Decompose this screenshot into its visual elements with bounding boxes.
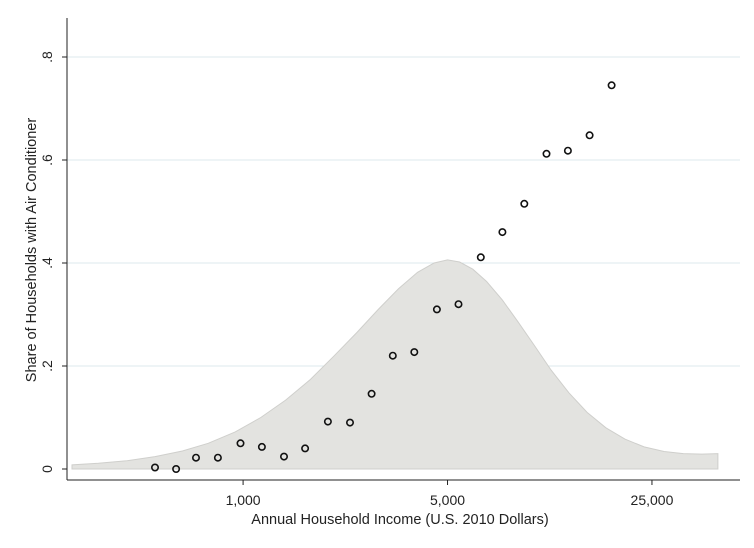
data-point [345, 418, 354, 427]
y-ticks: 0 .2 .4 .6 .8 [39, 51, 67, 473]
x-tick-label: 25,000 [631, 492, 674, 508]
x-tick-label: 1,000 [226, 492, 261, 508]
data-point [279, 452, 288, 461]
y-axis-label: Share of Households with Air Conditioner [24, 118, 40, 383]
y-tick-label: .8 [39, 51, 55, 63]
data-point [498, 228, 507, 237]
y-tick-label: .2 [39, 360, 55, 372]
data-point [213, 453, 222, 462]
data-point [432, 305, 441, 314]
data-point [236, 439, 245, 448]
x-ticks: 1,000 5,000 25,000 [226, 480, 674, 508]
data-point [192, 453, 201, 462]
data-point [585, 131, 594, 140]
y-tick-label: .6 [39, 154, 55, 166]
data-point [607, 81, 616, 90]
data-point [410, 348, 419, 357]
data-point [542, 149, 551, 158]
data-point [367, 389, 376, 398]
y-tick-label: .4 [39, 257, 55, 269]
data-point [454, 300, 463, 309]
data-point [301, 444, 310, 453]
x-axis-label: Annual Household Income (U.S. 2010 Dolla… [251, 512, 548, 528]
data-point [172, 464, 181, 473]
data-point [323, 417, 332, 426]
data-point [151, 463, 160, 472]
x-tick-label: 5,000 [430, 492, 465, 508]
data-point [476, 253, 485, 262]
y-tick-label: 0 [39, 465, 55, 473]
data-point [257, 442, 266, 451]
data-point [520, 199, 529, 208]
data-point [563, 146, 572, 155]
data-point [388, 351, 397, 360]
data-points [151, 81, 616, 473]
income-density-area [71, 259, 719, 470]
